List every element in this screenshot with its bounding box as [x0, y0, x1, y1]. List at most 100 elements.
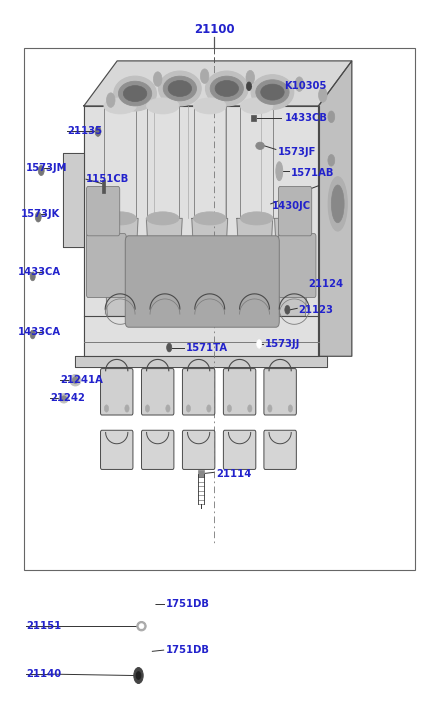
- Circle shape: [148, 648, 152, 654]
- Circle shape: [30, 272, 35, 281]
- Polygon shape: [192, 218, 228, 316]
- Ellipse shape: [193, 212, 226, 225]
- Circle shape: [125, 405, 129, 412]
- Text: 1151CB: 1151CB: [86, 174, 129, 184]
- Ellipse shape: [241, 98, 273, 114]
- FancyBboxPatch shape: [125, 236, 279, 327]
- Circle shape: [207, 405, 211, 412]
- Bar: [102, 180, 105, 193]
- Ellipse shape: [137, 622, 146, 631]
- Circle shape: [134, 667, 143, 683]
- FancyBboxPatch shape: [279, 233, 316, 297]
- Ellipse shape: [205, 71, 248, 106]
- Circle shape: [227, 405, 232, 412]
- Text: 1433CA: 1433CA: [18, 267, 61, 277]
- Circle shape: [146, 405, 149, 412]
- Text: 21140: 21140: [26, 669, 61, 679]
- Circle shape: [257, 340, 262, 348]
- Ellipse shape: [251, 75, 294, 110]
- Ellipse shape: [104, 212, 137, 225]
- FancyBboxPatch shape: [86, 233, 126, 297]
- Circle shape: [200, 69, 209, 84]
- Ellipse shape: [119, 81, 152, 106]
- Ellipse shape: [215, 81, 238, 97]
- Ellipse shape: [163, 76, 196, 101]
- Ellipse shape: [104, 98, 137, 114]
- Ellipse shape: [123, 86, 147, 102]
- Circle shape: [38, 166, 44, 175]
- Ellipse shape: [331, 185, 344, 222]
- FancyBboxPatch shape: [264, 369, 296, 415]
- Circle shape: [246, 71, 255, 85]
- Ellipse shape: [147, 212, 179, 225]
- Text: 1571TA: 1571TA: [186, 342, 229, 353]
- Bar: [251, 116, 256, 121]
- Ellipse shape: [210, 76, 244, 101]
- Text: 1573JJ: 1573JJ: [265, 339, 300, 349]
- Polygon shape: [318, 61, 352, 356]
- FancyBboxPatch shape: [142, 369, 174, 415]
- Ellipse shape: [256, 80, 289, 105]
- Circle shape: [30, 330, 35, 339]
- Text: 1573JF: 1573JF: [278, 147, 316, 156]
- Polygon shape: [62, 153, 84, 247]
- Ellipse shape: [139, 624, 144, 629]
- Circle shape: [318, 88, 327, 103]
- Ellipse shape: [72, 377, 79, 383]
- Ellipse shape: [158, 71, 201, 106]
- Circle shape: [137, 672, 141, 679]
- Ellipse shape: [61, 395, 67, 401]
- Ellipse shape: [193, 98, 226, 114]
- Polygon shape: [275, 218, 310, 316]
- Circle shape: [152, 601, 155, 607]
- Text: 21241A: 21241A: [60, 375, 103, 385]
- Text: 1571AB: 1571AB: [291, 169, 334, 178]
- Text: K10305: K10305: [284, 81, 327, 92]
- Ellipse shape: [168, 81, 192, 97]
- Circle shape: [153, 72, 162, 87]
- Text: 1433CB: 1433CB: [284, 113, 327, 124]
- Circle shape: [248, 405, 252, 412]
- Polygon shape: [75, 356, 327, 367]
- Ellipse shape: [59, 393, 68, 403]
- Ellipse shape: [276, 162, 282, 180]
- Circle shape: [285, 305, 290, 314]
- Text: 21124: 21124: [308, 278, 343, 289]
- FancyBboxPatch shape: [264, 430, 296, 470]
- Text: 1573JK: 1573JK: [21, 209, 60, 219]
- Polygon shape: [84, 106, 318, 356]
- FancyBboxPatch shape: [279, 186, 312, 236]
- Text: 21114: 21114: [216, 469, 252, 479]
- FancyBboxPatch shape: [86, 186, 120, 236]
- Bar: [198, 470, 204, 478]
- FancyBboxPatch shape: [182, 430, 215, 470]
- Ellipse shape: [328, 177, 347, 231]
- Polygon shape: [84, 61, 352, 106]
- Circle shape: [186, 405, 190, 412]
- Circle shape: [107, 93, 115, 108]
- FancyBboxPatch shape: [101, 430, 133, 470]
- Text: 1751DB: 1751DB: [166, 599, 210, 609]
- Circle shape: [166, 343, 172, 352]
- Text: 21151: 21151: [26, 621, 62, 631]
- Ellipse shape: [147, 98, 179, 114]
- Circle shape: [95, 126, 101, 137]
- FancyBboxPatch shape: [223, 369, 256, 415]
- Text: 1573JM: 1573JM: [26, 163, 68, 172]
- Circle shape: [104, 405, 109, 412]
- Circle shape: [268, 405, 272, 412]
- Text: 21100: 21100: [194, 23, 234, 36]
- Circle shape: [295, 77, 303, 92]
- Circle shape: [328, 155, 335, 166]
- Ellipse shape: [261, 84, 284, 100]
- Polygon shape: [237, 218, 273, 316]
- Polygon shape: [102, 218, 138, 316]
- Ellipse shape: [114, 76, 156, 111]
- Ellipse shape: [241, 212, 273, 225]
- Text: 1430JC: 1430JC: [272, 201, 311, 211]
- Text: 1751DB: 1751DB: [166, 645, 210, 655]
- Polygon shape: [146, 218, 182, 316]
- FancyBboxPatch shape: [182, 369, 215, 415]
- Text: 21123: 21123: [298, 305, 333, 315]
- FancyBboxPatch shape: [223, 430, 256, 470]
